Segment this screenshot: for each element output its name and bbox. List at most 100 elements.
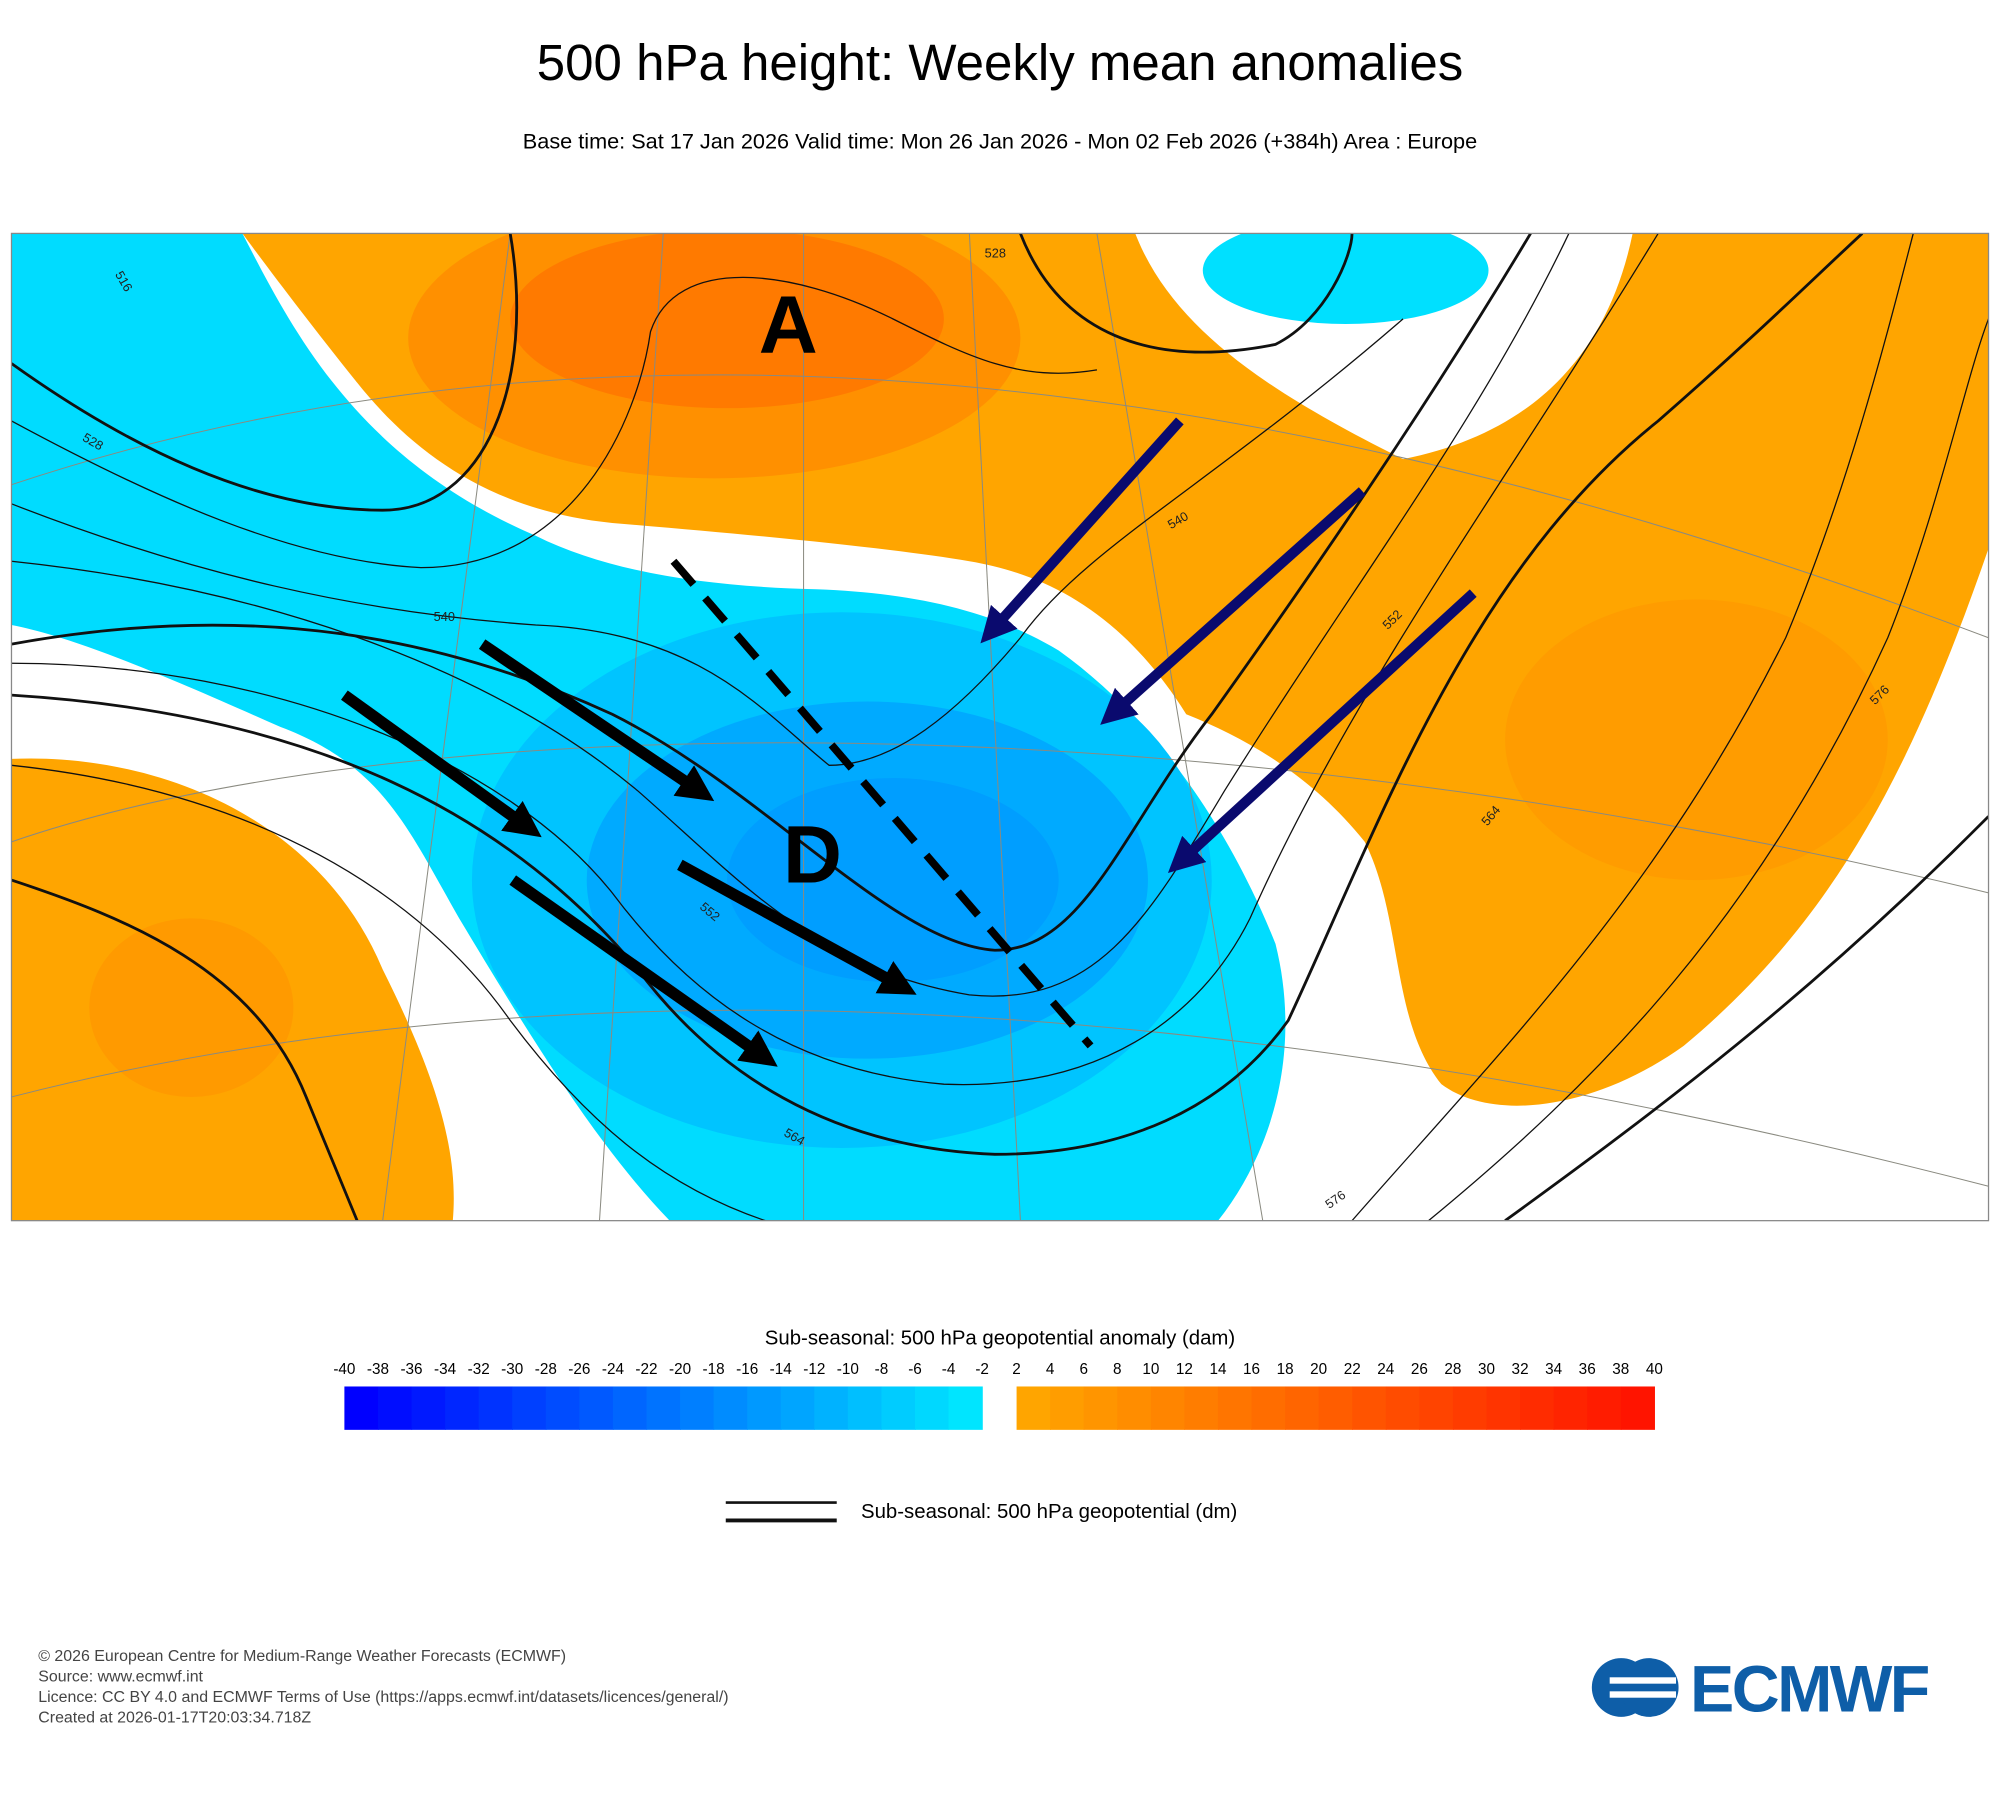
flow-arrows: [341, 639, 917, 1067]
colorbar-tick-label: -28: [535, 1361, 557, 1378]
colorbar-tick-label: -12: [803, 1361, 825, 1378]
logo: ECMWF: [1591, 1653, 1931, 1727]
colorbar-segment: [915, 1386, 950, 1430]
colorbar-segment: [814, 1386, 849, 1430]
colorbar-segment: [445, 1386, 480, 1430]
footer: © 2026 European Centre for Medium-Range …: [38, 1648, 728, 1726]
colorbar-tick-label: -8: [875, 1361, 889, 1378]
colorbar-segment: [1184, 1386, 1219, 1430]
colorbar-segment: [1553, 1386, 1588, 1430]
colorbar-segment: [646, 1386, 681, 1430]
colorbar-tick-label: 20: [1310, 1361, 1327, 1378]
subtitle: Base time: Sat 17 Jan 2026 Valid time: M…: [523, 129, 1477, 154]
colorbar-segment: [1217, 1386, 1253, 1430]
colorbar-tick-label: -4: [942, 1361, 956, 1378]
colorbar-segment: [1520, 1386, 1555, 1430]
colorbar-tick-label: 36: [1579, 1361, 1596, 1378]
colorbar-segment: [1117, 1386, 1152, 1430]
footer-line: Created at 2026-01-17T20:03:34.718Z: [38, 1709, 311, 1726]
colorbar-segment: [1352, 1386, 1387, 1430]
colorbar-segment: [512, 1386, 547, 1430]
colorbar-tick-label: 34: [1545, 1361, 1563, 1378]
colorbar-segment: [545, 1386, 580, 1430]
anomaly-negative: [1202, 233, 1489, 324]
colorbar-tick-label: 40: [1646, 1361, 1663, 1378]
colorbar-segment: [1318, 1386, 1353, 1430]
colorbar-tick-label: -40: [333, 1361, 355, 1378]
anomaly-positive: [510, 233, 944, 409]
colorbar-segment: [780, 1386, 815, 1430]
contour-label: 528: [985, 246, 1006, 261]
colorbar-tick-label: -16: [736, 1361, 758, 1378]
colorbar-tick-label: 28: [1444, 1361, 1461, 1378]
arrow: [677, 859, 917, 995]
colorbar-title: Sub-seasonal: 500 hPa geopotential anoma…: [765, 1328, 1235, 1350]
colorbar-segment: [344, 1386, 379, 1430]
colorbar-segment: [713, 1386, 748, 1430]
colorbar-segment: [411, 1386, 446, 1430]
flow-arrows-navy: [980, 417, 1477, 874]
colorbar-tick-label: 18: [1277, 1361, 1294, 1378]
colorbar-tick-label: 6: [1079, 1361, 1088, 1378]
colorbar-segment: [747, 1386, 782, 1430]
colorbar-segment: [1050, 1386, 1085, 1430]
colorbar-tick-label: -14: [770, 1361, 793, 1378]
colorbar-segment: [948, 1386, 983, 1430]
colorbar-tick-label: -26: [568, 1361, 590, 1378]
colorbar-tick-label: -36: [400, 1361, 422, 1378]
colorbar-tick-label: -18: [703, 1361, 725, 1378]
arrow: [341, 690, 542, 838]
colorbar-tick-label: 22: [1344, 1361, 1361, 1378]
colorbar-tick-label: -6: [908, 1361, 922, 1378]
contours: [11, 233, 1989, 1221]
colorbar-tick-label: -2: [975, 1361, 989, 1378]
colorbar-segment: [680, 1386, 715, 1430]
colorbar-tick-label: 14: [1209, 1361, 1227, 1378]
colorbar-segment: [881, 1386, 916, 1430]
anomaly-positive: [89, 918, 294, 1097]
colorbar-tick-label: 30: [1478, 1361, 1495, 1378]
title: 500 hPa height: Weekly mean anomalies: [537, 34, 1463, 91]
colorbar-tick-label: 26: [1411, 1361, 1428, 1378]
colorbar-segment: [1620, 1386, 1655, 1430]
colorbar-tick-label: 16: [1243, 1361, 1260, 1378]
anomaly-positive: [1505, 599, 1888, 881]
map: 516 528 528 540 540 552 552 564 564 576 …: [11, 233, 1989, 1221]
colorbar-tick-label: 10: [1142, 1361, 1159, 1378]
arrow: [980, 417, 1184, 644]
colorbar-tick-label: 2: [1012, 1361, 1021, 1378]
footer-line: Licence: CC BY 4.0 and ECMWF Terms of Us…: [38, 1689, 728, 1706]
colorbar-tick-label: -32: [468, 1361, 490, 1378]
colorbar-segment: [377, 1386, 413, 1430]
colorbar-segment: [579, 1386, 614, 1430]
colorbar-segment: [847, 1386, 883, 1430]
arrow: [478, 639, 715, 802]
colorbar-tick-label: -10: [837, 1361, 859, 1378]
colorbar-segment: [1452, 1386, 1488, 1430]
colorbar-segment: [612, 1386, 648, 1430]
colorbar-tick-label: 32: [1512, 1361, 1529, 1378]
colorbar-segment: [1251, 1386, 1286, 1430]
colorbar-tick-label: -22: [635, 1361, 657, 1378]
colorbar-segment: [1419, 1386, 1454, 1430]
colorbar-segment: [1083, 1386, 1118, 1430]
contour-label: 540: [434, 609, 455, 624]
colorbar-tick-label: -30: [501, 1361, 523, 1378]
logo-text: ECMWF: [1690, 1653, 1929, 1727]
graticule: [11, 233, 1989, 1221]
colorbar-segment: [1587, 1386, 1622, 1430]
colorbar-segment: [1150, 1386, 1186, 1430]
colorbar-segment: [1285, 1386, 1320, 1430]
colorbar-tick-label: -34: [434, 1361, 457, 1378]
colorbar-tick-label: 12: [1176, 1361, 1193, 1378]
arrow: [509, 875, 778, 1067]
legend-label: Sub-seasonal: 500 hPa geopotential (dm): [861, 1501, 1237, 1523]
colorbar-tick-label: -24: [602, 1361, 625, 1378]
colorbar-tick-label: 4: [1046, 1361, 1055, 1378]
map-frame: [10, 232, 1990, 1222]
colorbar-segment: [1385, 1386, 1421, 1430]
arrow: [1167, 589, 1477, 874]
trough-axis: [670, 558, 1094, 1049]
